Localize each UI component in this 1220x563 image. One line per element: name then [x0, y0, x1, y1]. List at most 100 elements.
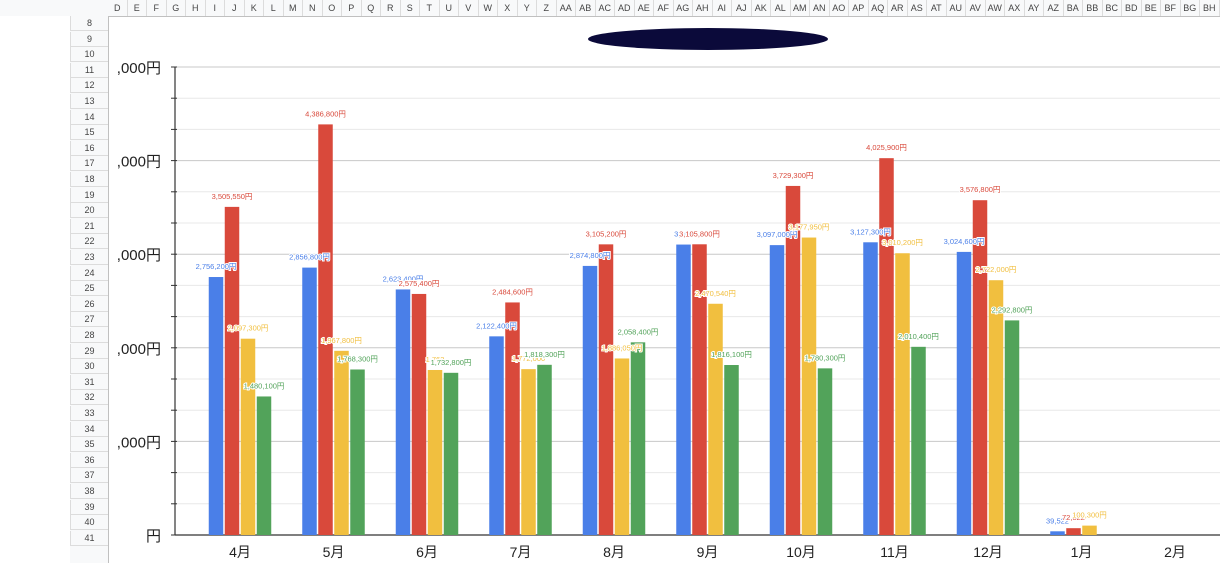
column-header-cell[interactable]: W: [479, 0, 498, 16]
data-label: 2,058,400円: [618, 327, 659, 336]
column-header-cell[interactable]: AN: [810, 0, 830, 16]
row-header-cell[interactable]: 12: [70, 78, 108, 94]
column-header-cell[interactable]: V: [459, 0, 479, 16]
bar: [318, 124, 333, 536]
row-header-cell[interactable]: 22: [70, 234, 108, 250]
column-header-cell[interactable]: AE: [635, 0, 654, 16]
row-header-cell[interactable]: 9: [70, 31, 108, 47]
row-header-cell[interactable]: 21: [70, 218, 108, 234]
column-header-cell[interactable]: AG: [674, 0, 693, 16]
row-header-cell[interactable]: 35: [70, 437, 108, 453]
data-label: 2,874,800円: [570, 251, 611, 260]
row-header-cell[interactable]: 13: [70, 94, 108, 109]
column-header-cell[interactable]: I: [206, 0, 225, 16]
row-header-cell[interactable]: 28: [70, 328, 108, 343]
row-header-cell[interactable]: 37: [70, 468, 108, 484]
column-header-cell[interactable]: G: [167, 0, 186, 16]
column-header-cell[interactable]: Y: [518, 0, 537, 16]
column-header-cell[interactable]: BA: [1064, 0, 1083, 16]
column-header-cell[interactable]: AA: [557, 0, 576, 16]
column-header-cell[interactable]: S: [401, 0, 420, 16]
column-header-cell[interactable]: AK: [752, 0, 771, 16]
row-header-cell[interactable]: 29: [70, 343, 108, 359]
row-header-cell[interactable]: 18: [70, 172, 108, 187]
row-header-cell[interactable]: 11: [70, 62, 108, 78]
column-header-cell[interactable]: AV: [966, 0, 986, 16]
row-header-cell[interactable]: 26: [70, 296, 108, 312]
row-header-cell[interactable]: 25: [70, 281, 108, 297]
column-header-cell[interactable]: AH: [693, 0, 713, 16]
column-header-cell[interactable]: R: [381, 0, 401, 16]
column-header-cell[interactable]: AF: [654, 0, 674, 16]
column-header-cell[interactable]: O: [323, 0, 342, 16]
column-header-cell[interactable]: AW: [986, 0, 1005, 16]
column-header-cell[interactable]: E: [128, 0, 147, 16]
row-header-cell[interactable]: 23: [70, 250, 108, 265]
column-header-cell[interactable]: AD: [615, 0, 635, 16]
row-header-cell[interactable]: 33: [70, 406, 108, 421]
row-header-cell[interactable]: 34: [70, 421, 108, 437]
row-header-cell[interactable]: 38: [70, 484, 108, 499]
column-header-cell[interactable]: M: [284, 0, 303, 16]
row-header-cell[interactable]: 19: [70, 187, 108, 203]
column-header-cell[interactable]: BD: [1122, 0, 1142, 16]
bar: [676, 244, 691, 535]
column-header-cell[interactable]: BG: [1181, 0, 1200, 16]
data-label: 2,292,800円: [992, 305, 1033, 314]
column-header-cell[interactable]: U: [440, 0, 459, 16]
column-header-cell[interactable]: AS: [908, 0, 927, 16]
column-header-cell[interactable]: AY: [1025, 0, 1044, 16]
column-header-cell[interactable]: H: [186, 0, 206, 16]
column-header-cell[interactable]: P: [342, 0, 362, 16]
row-header-cell[interactable]: 40: [70, 515, 108, 531]
column-header-cell[interactable]: AJ: [732, 0, 752, 16]
row-header-cell[interactable]: 27: [70, 312, 108, 328]
column-header-cell[interactable]: D: [108, 0, 128, 16]
column-header-cell[interactable]: X: [498, 0, 518, 16]
data-label: 4,386,800円: [305, 109, 346, 118]
column-header-cell[interactable]: AQ: [869, 0, 888, 16]
column-header-cell[interactable]: AB: [576, 0, 596, 16]
row-header-cell[interactable]: 30: [70, 359, 108, 375]
column-header-cell[interactable]: BB: [1083, 0, 1103, 16]
row-header-cell[interactable]: 10: [70, 47, 108, 63]
row-header-blank: [0, 16, 70, 563]
row-header-cell[interactable]: 39: [70, 499, 108, 515]
column-header-cell[interactable]: K: [245, 0, 264, 16]
column-header-cell[interactable]: N: [303, 0, 323, 16]
column-header-cell[interactable]: L: [264, 0, 284, 16]
column-header-cell[interactable]: BC: [1103, 0, 1122, 16]
bar: [240, 338, 256, 535]
column-header-cell[interactable]: BE: [1142, 0, 1161, 16]
column-header-cell[interactable]: AM: [791, 0, 810, 16]
column-header-cell[interactable]: AI: [713, 0, 732, 16]
row-header-cell[interactable]: 20: [70, 203, 108, 219]
column-header-cell[interactable]: AT: [927, 0, 947, 16]
row-header-cell[interactable]: 32: [70, 390, 108, 406]
column-header-cell[interactable]: J: [225, 0, 245, 16]
column-header-cell[interactable]: BF: [1161, 0, 1181, 16]
column-header-cell[interactable]: AU: [947, 0, 966, 16]
row-header-cell[interactable]: 36: [70, 452, 108, 468]
column-header-cell[interactable]: AR: [888, 0, 908, 16]
column-header-cell[interactable]: AZ: [1044, 0, 1064, 16]
column-header-cell[interactable]: F: [147, 0, 167, 16]
x-tick-label: 11月: [880, 544, 909, 560]
column-header-cell[interactable]: AL: [771, 0, 791, 16]
row-header-cell[interactable]: 31: [70, 374, 108, 390]
row-header-cell[interactable]: 17: [70, 156, 108, 172]
column-header-cell[interactable]: BH: [1200, 0, 1220, 16]
row-header-cell[interactable]: 41: [70, 530, 108, 546]
column-header-cell[interactable]: AC: [596, 0, 615, 16]
column-header-cell[interactable]: AP: [849, 0, 869, 16]
row-header-cell[interactable]: 14: [70, 109, 108, 125]
column-header-cell[interactable]: T: [420, 0, 440, 16]
row-header-cell[interactable]: 16: [70, 140, 108, 156]
row-header-cell[interactable]: 24: [70, 265, 108, 281]
row-header-cell[interactable]: 8: [70, 16, 108, 31]
column-header-cell[interactable]: Z: [537, 0, 557, 16]
row-header-cell[interactable]: 15: [70, 125, 108, 141]
column-header-cell[interactable]: AO: [830, 0, 849, 16]
column-header-cell[interactable]: Q: [362, 0, 381, 16]
column-header-cell[interactable]: AX: [1005, 0, 1025, 16]
